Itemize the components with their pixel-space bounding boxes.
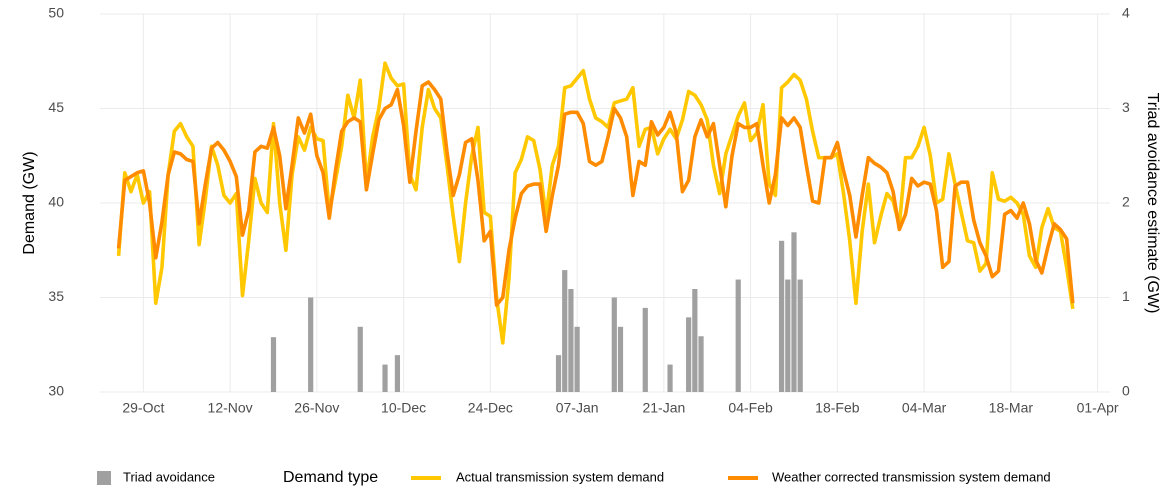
x-tick-label: 07-Jan [556,400,599,416]
bar [308,297,314,392]
y2-tick-label: 0 [1122,383,1130,399]
bar [617,326,624,392]
x-tick-label: 04-Mar [902,400,947,416]
bar [791,232,797,392]
legend-label: Weather corrected transmission system de… [772,469,1051,484]
x-tick-label: 04-Feb [728,400,773,416]
bar [394,355,401,392]
x-tick-label: 10-Dec [381,400,426,416]
x-tick-label: 18-Mar [989,400,1034,416]
x-tick-label: 29-Oct [122,400,164,416]
legend-swatch [97,471,111,485]
y2-tick-label: 4 [1122,5,1130,21]
y-tick-label: 40 [48,194,64,210]
bar [357,326,363,392]
y2-tick-label: 3 [1122,99,1130,115]
bar [667,364,673,392]
bar [382,364,388,392]
bar [698,336,704,392]
y-tick-label: 30 [48,383,64,399]
y-tick-label: 35 [48,288,64,304]
bar [778,240,785,392]
x-tick-label: 24-Dec [468,400,513,416]
y2-axis-title: Triad avoidance estimate (GW) [1144,93,1161,314]
bar [562,270,568,392]
legend-label: Triad avoidance [123,469,215,484]
y2-tick-label: 2 [1122,194,1130,210]
bar [692,288,698,392]
x-tick-label: 26-Nov [294,400,339,416]
line [116,80,1075,307]
legend-title: Demand type [283,469,378,486]
line [116,61,1075,345]
bar [797,279,803,392]
bar [642,307,648,392]
y-tick-label: 50 [48,5,64,21]
x-tick-label: 21-Jan [642,400,685,416]
bar [686,317,692,392]
y2-tick-label: 1 [1122,288,1130,304]
bar [555,355,562,392]
bar [611,297,617,392]
x-tick-label: 18-Feb [815,400,860,416]
legend-label: Actual transmission system demand [456,469,664,484]
x-tick-label: 01-Apr [1077,400,1119,416]
bar [574,326,580,392]
bar [735,279,741,392]
bar [785,279,791,392]
bar [270,337,277,392]
y-axis-title: Demand (GW) [21,151,38,254]
bar [568,288,574,392]
x-tick-label: 12-Nov [208,400,253,416]
y-tick-label: 45 [48,99,64,115]
